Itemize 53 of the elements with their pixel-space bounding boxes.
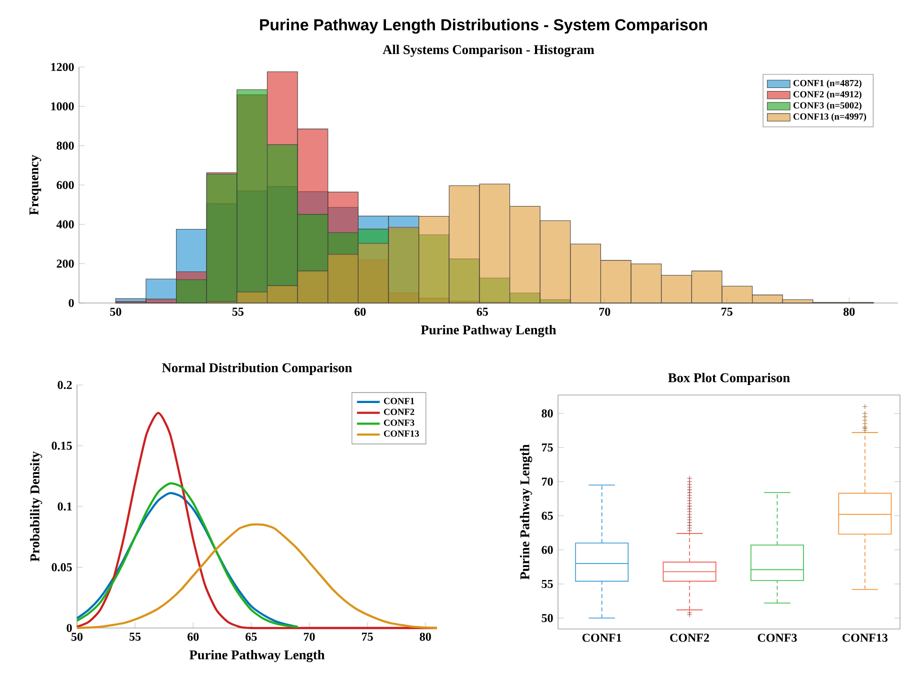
y-tick-label: 800 xyxy=(56,142,74,150)
chart-title: Normal Distribution Comparison xyxy=(162,362,352,375)
x-tick-label: 80 xyxy=(844,308,855,316)
legend-label: CONF1 xyxy=(384,398,414,404)
x-tick-label: CONF3 xyxy=(758,634,797,642)
y-tick-label: 70 xyxy=(542,478,553,486)
y-tick-label: 0.15 xyxy=(52,442,72,450)
y-tick-label: 400 xyxy=(56,220,74,228)
legend-label: CONF3 xyxy=(384,420,414,426)
x-tick-label: 65 xyxy=(246,632,257,641)
y-tick-label: 80 xyxy=(542,409,553,418)
y-tick-label: 0.05 xyxy=(52,563,72,572)
x-tick-label: 80 xyxy=(420,632,431,641)
chart-title: Purine Pathway Length Distributions - System Comparison xyxy=(260,18,707,34)
x-tick-label: CONF2 xyxy=(670,634,710,642)
y-tick-label: 65 xyxy=(542,512,553,520)
x-tick-label: 60 xyxy=(354,308,366,316)
y-tick-label: 0.1 xyxy=(58,502,72,511)
x-tick-label: CONF13 xyxy=(842,634,888,642)
legend-label: CONF3 (n=5002) xyxy=(793,102,862,110)
y-tick-label: 55 xyxy=(542,580,553,588)
x-axis-title: Purine Pathway Length xyxy=(189,650,325,662)
x-tick-label: 55 xyxy=(130,632,141,641)
y-tick-label: 600 xyxy=(56,180,74,190)
x-tick-label: 50 xyxy=(110,308,122,316)
x-axis-title: Purine Pathway Length xyxy=(420,324,556,338)
chart-title: Box Plot Comparison xyxy=(668,372,790,385)
x-tick-label: 65 xyxy=(476,308,488,316)
y-tick-label: 60 xyxy=(542,546,553,554)
x-tick-label: 70 xyxy=(599,308,610,316)
x-tick-label: CONF1 xyxy=(582,634,622,642)
y-tick-label: 0.2 xyxy=(58,380,72,390)
x-tick-label: 70 xyxy=(304,632,315,641)
y-tick-label: 75 xyxy=(542,444,553,452)
y-axis-title: Probability Density xyxy=(30,451,42,562)
y-tick-label: 200 xyxy=(56,260,74,268)
x-tick-label: 75 xyxy=(722,308,732,316)
legend-label: CONF2 (n=4912) xyxy=(793,90,862,100)
legend-label: CONF2 xyxy=(384,408,414,415)
y-tick-label: 50 xyxy=(542,614,553,622)
x-tick-label: 55 xyxy=(232,308,244,316)
y-tick-label: 1000 xyxy=(51,102,74,110)
y-tick-label: 0 xyxy=(68,298,74,308)
y-tick-label: 1200 xyxy=(51,62,74,72)
x-tick-label: 75 xyxy=(362,632,373,641)
legend-label: CONF13 (n=4997) xyxy=(793,113,866,122)
y-axis-title: Purine Pathway Length xyxy=(520,444,532,580)
chart-subtitle: All Systems Comparison - Histogram xyxy=(382,44,594,57)
y-axis-title: Frequency xyxy=(30,154,42,216)
x-tick-label: 60 xyxy=(188,632,199,641)
legend-label: CONF1 (n=4872) xyxy=(793,80,862,88)
legend-label: CONF13 xyxy=(384,430,419,437)
y-tick-label: 0 xyxy=(66,624,72,632)
